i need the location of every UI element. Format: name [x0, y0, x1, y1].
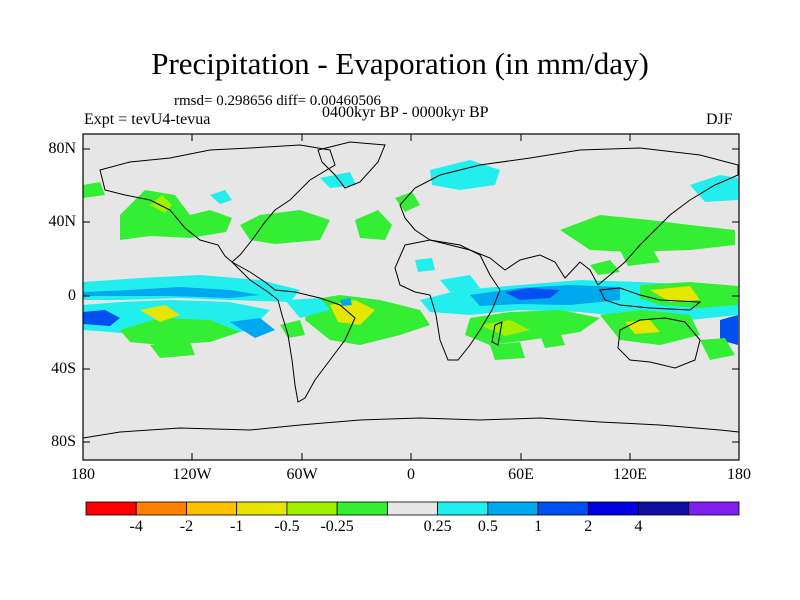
- anomaly-fields: [83, 160, 738, 360]
- lat-label-0: 0: [68, 287, 76, 304]
- colorbar-label: -4: [129, 518, 143, 535]
- colorbar-label: -2: [179, 518, 194, 535]
- stats-text: rmsd= 0.298656 diff= 0.00460506: [174, 93, 382, 109]
- colorbar-swatch: [537, 501, 589, 516]
- colorbar-label: 0.25: [423, 518, 452, 535]
- colorbar-label: -0.25: [320, 518, 354, 535]
- axis-ticks: [83, 134, 739, 460]
- colorbar-swatch: [236, 501, 288, 516]
- colorbar-label: 1: [534, 518, 543, 535]
- map-title: Precipitation - Evaporation (in mm/day): [151, 46, 649, 81]
- lon-label-180e: 180: [727, 466, 751, 483]
- colorbar-swatch: [186, 501, 238, 516]
- lat-label-80n: 80N: [48, 140, 76, 157]
- colorbar-swatch: [85, 501, 137, 516]
- colorbar-swatch: [688, 501, 740, 516]
- colorbar-swatch: [386, 501, 439, 516]
- colorbar-swatch: [487, 501, 539, 516]
- lon-label-120w: 120W: [172, 466, 212, 483]
- colorbar-swatch: [286, 501, 338, 516]
- lon-label-60e: 60E: [508, 466, 534, 483]
- colorbar-swatch: [638, 501, 690, 516]
- lon-label-60w: 60W: [286, 466, 318, 483]
- lat-label-40s: 40S: [51, 360, 76, 377]
- lat-label-40n: 40N: [48, 213, 76, 230]
- colorbar-swatch: [135, 501, 187, 516]
- colorbar-label: -1: [230, 518, 244, 535]
- lon-label-180w: 180: [71, 466, 95, 483]
- lon-label-120e: 120E: [613, 466, 647, 483]
- lon-label-0: 0: [407, 466, 415, 483]
- period-text: 0400kyr BP - 0000kyr BP: [322, 104, 489, 121]
- colorbar-label: 0.5: [477, 518, 498, 535]
- colorbar: [85, 501, 740, 516]
- colorbar-swatch: [587, 501, 639, 516]
- lat-label-80s: 80S: [51, 433, 76, 450]
- experiment-label: Expt = tevU4-tevua: [84, 111, 211, 128]
- colorbar-label: 4: [634, 518, 643, 535]
- colorbar-swatch: [336, 501, 388, 516]
- colorbar-label: -0.5: [274, 518, 300, 535]
- colorbar-label: 2: [584, 518, 593, 535]
- coastlines: [83, 141, 739, 439]
- colorbar-swatch: [437, 501, 489, 516]
- season-label: DJF: [706, 111, 733, 128]
